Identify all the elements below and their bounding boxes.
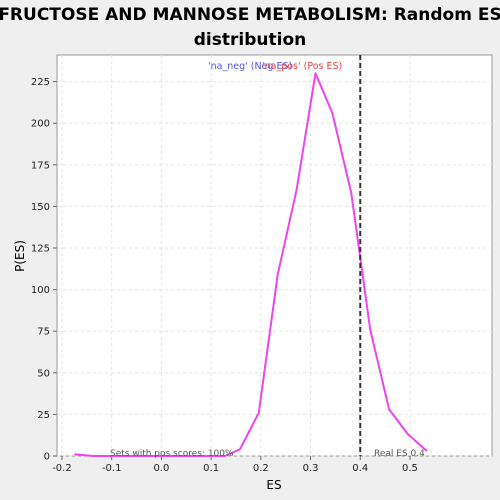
series-line-pos-es (74, 72, 428, 457)
chart-title-line-1: FRUCTOSE AND MANNOSE METABOLISM: Random … (0, 5, 500, 25)
y-tick-label: 50 (37, 368, 50, 379)
x-tick-label: 0.3 (303, 463, 319, 474)
x-tick-label: 0.0 (153, 463, 169, 474)
x-tick-label: -0.1 (102, 463, 122, 474)
x-axis-label: ES (266, 478, 281, 492)
y-tick-label: 150 (31, 202, 50, 213)
y-tick-label: 125 (31, 244, 50, 255)
x-tick-label: 0.4 (352, 463, 368, 474)
series-layer (74, 72, 428, 457)
x-tick-label: 0.2 (253, 463, 269, 474)
plot-area (56, 54, 493, 457)
y-tick-label: 200 (31, 119, 50, 130)
pos-scores-annotation: Sets with pos scores: 100% (110, 449, 234, 459)
y-tick-label: 225 (31, 77, 50, 88)
y-tick-label: 0 (44, 452, 50, 463)
y-tick-label: 175 (31, 160, 50, 171)
axes: -0.2 -0.1 0.0 0.1 0.2 0.3 0.4 0.5 0 25 50 75 100 125 1… (31, 77, 418, 474)
chart-title-line-2: distribution (194, 30, 306, 50)
y-axis-label: P(ES) (13, 240, 27, 272)
legend-entry-neg: 'na_neg' (Neg ES) (208, 61, 292, 72)
x-tick-label: 0.5 (402, 463, 418, 474)
x-tick-label: 0.1 (203, 463, 219, 474)
legend-entry-pos: 'na_pos' (Pos ES) (262, 61, 342, 72)
y-tick-label: 100 (31, 285, 50, 296)
real-es-label: Real ES 0.4 (374, 449, 425, 459)
x-tick-label: -0.2 (52, 463, 72, 474)
y-tick-label: 25 (37, 410, 50, 421)
y-tick-label: 75 (37, 327, 50, 338)
